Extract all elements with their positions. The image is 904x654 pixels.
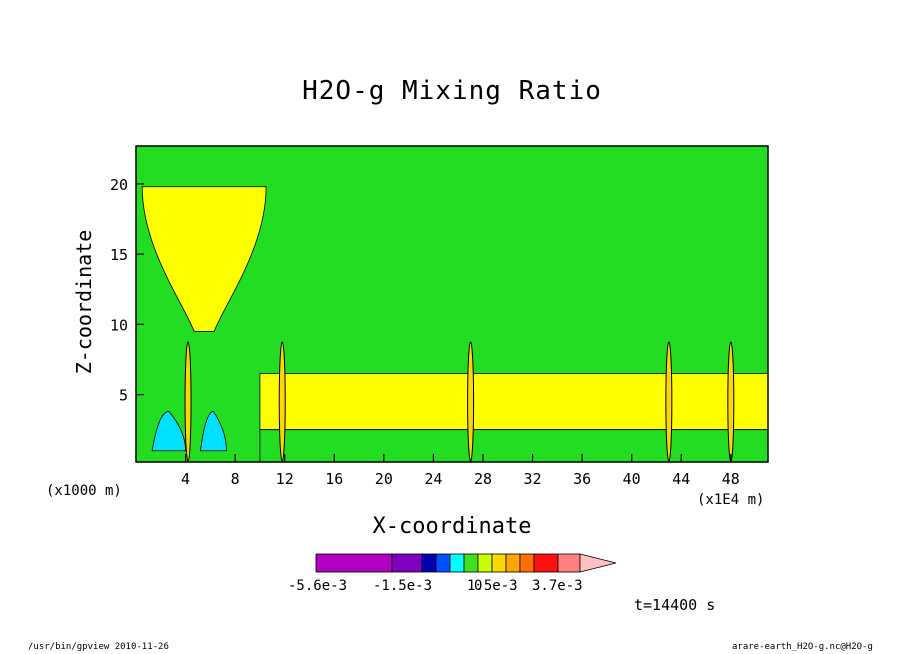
y-tick-label: 20 bbox=[110, 176, 128, 194]
colorbar-swatch-5 bbox=[463, 553, 479, 573]
colorbar-swatch-8 bbox=[505, 553, 521, 573]
x-tick-label: 40 bbox=[623, 470, 641, 488]
contour-region-low-level-band bbox=[259, 373, 768, 431]
y-tick-label: 15 bbox=[110, 246, 128, 264]
contour-region-upper-plume bbox=[141, 186, 267, 332]
x-tick-label: 4 bbox=[181, 470, 190, 488]
colorbar-swatch-7 bbox=[491, 553, 507, 573]
x-axis-unit: (x1000 m) bbox=[46, 483, 122, 499]
colorbar-swatch-1 bbox=[391, 553, 423, 573]
colorbar-swatch-11 bbox=[557, 553, 581, 573]
footer-command: /usr/bin/gpview 2010-11-26 bbox=[28, 642, 169, 652]
x-tick-label: 16 bbox=[325, 470, 343, 488]
chart-title: H2O-g Mixing Ratio bbox=[302, 76, 602, 106]
contour-fill-layer bbox=[141, 186, 768, 462]
colorbar-swatch-12 bbox=[579, 553, 617, 573]
x-axis-label: X-coordinate bbox=[372, 514, 532, 539]
y-ticks: 5 10 15 20 bbox=[110, 176, 144, 405]
y-axis-label: Z-coordinate bbox=[72, 229, 96, 375]
colorbar-swatch-9 bbox=[519, 553, 535, 573]
convective-column-4 bbox=[727, 341, 735, 462]
x-tick-label: 12 bbox=[276, 470, 294, 488]
colorbar-label: 1.5e-3 bbox=[467, 578, 518, 594]
convective-column-2 bbox=[467, 341, 475, 462]
convective-column-1 bbox=[278, 341, 286, 462]
colorbar-label: 0 bbox=[474, 578, 483, 594]
colorbar bbox=[315, 553, 617, 573]
x-tick-label: 36 bbox=[573, 470, 591, 488]
colorbar-label: -1.5e-3 bbox=[373, 578, 433, 594]
x-tick-label: 48 bbox=[722, 470, 740, 488]
contour-region-surface-layer bbox=[259, 429, 768, 462]
convective-column-3 bbox=[665, 341, 673, 462]
x-ticks: 4 8 12 16 20 24 28 32 36 40 44 48 bbox=[181, 454, 740, 488]
y-tick-label: 10 bbox=[110, 316, 128, 334]
x-tick-label: 8 bbox=[231, 470, 240, 488]
plot-frame bbox=[135, 145, 769, 463]
x-tick-label: 32 bbox=[524, 470, 542, 488]
colorbar-swatch-2 bbox=[421, 553, 437, 573]
x-tick-label: 20 bbox=[375, 470, 393, 488]
colorbar-swatch-10 bbox=[533, 553, 559, 573]
convective-column-0 bbox=[184, 341, 192, 462]
x-tick-label: 44 bbox=[672, 470, 690, 488]
x-tick-label: 24 bbox=[424, 470, 442, 488]
x-tick-label: 28 bbox=[474, 470, 492, 488]
plot-area bbox=[136, 146, 768, 462]
colorbar-label: 3.7e-3 bbox=[532, 578, 583, 594]
colorbar-label: -5.6e-3 bbox=[288, 578, 348, 594]
colorbar-swatch-3 bbox=[435, 553, 451, 573]
contour-region-negative-lobe-right bbox=[199, 411, 227, 452]
y-tick-label: 5 bbox=[119, 387, 128, 405]
colorbar-swatch-0 bbox=[315, 553, 393, 573]
colorbar-swatch-4 bbox=[449, 553, 465, 573]
x-axis-unit-extra: (x1E4 m) bbox=[697, 492, 765, 508]
contour-region-negative-lobe-left bbox=[151, 411, 186, 452]
footer-source: arare-earth_H2O-g.nc@H2O-g bbox=[732, 642, 873, 652]
time-annotation: t=14400 s bbox=[634, 596, 716, 614]
colorbar-swatch-6 bbox=[477, 553, 493, 573]
